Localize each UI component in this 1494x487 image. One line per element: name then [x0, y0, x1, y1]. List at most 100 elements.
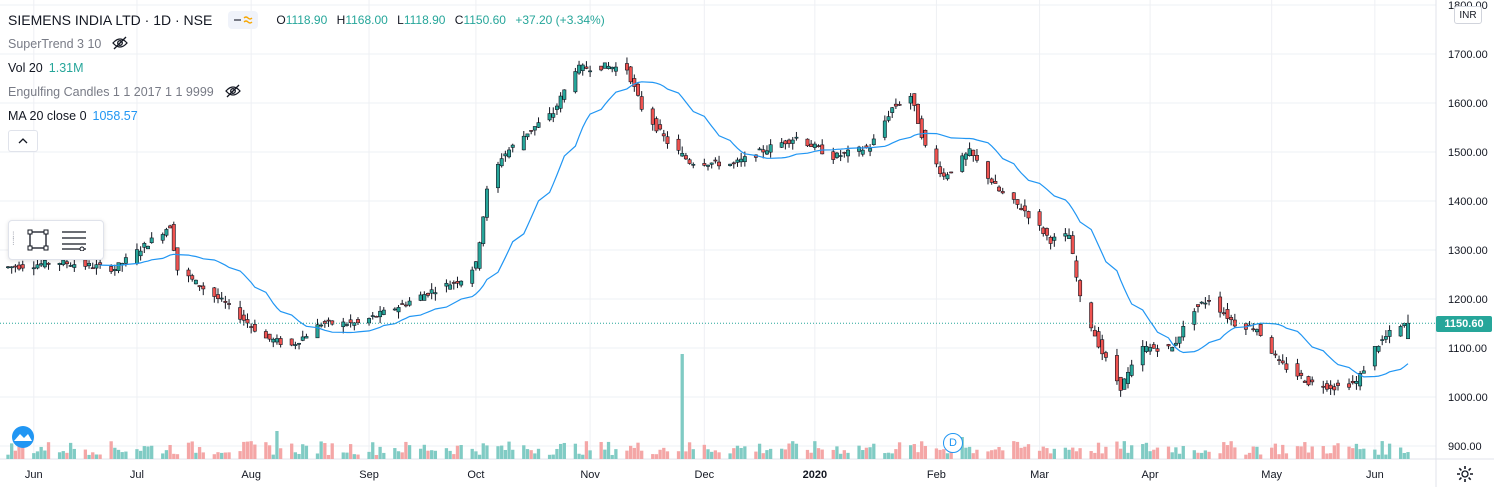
volume-bar: [433, 450, 438, 459]
volume-bar: [474, 451, 478, 459]
eye-off-icon[interactable]: [111, 36, 129, 53]
y-tick-label: 1000.00: [1448, 392, 1488, 404]
volume-bar: [964, 447, 968, 459]
symbol-title[interactable]: SIEMENS INDIA LTD · 1D · NSE: [8, 12, 213, 28]
volume-bar: [175, 454, 180, 459]
candle-body: [613, 66, 618, 72]
volume-bar: [87, 454, 91, 459]
candle-body: [1269, 337, 1274, 354]
candle-body: [949, 171, 954, 174]
symbol-row: SIEMENS INDIA LTD · 1D · NSE O1118.90 H1…: [8, 8, 611, 32]
candle-body: [650, 108, 655, 125]
candle-body: [138, 250, 143, 257]
volume-bar: [706, 449, 710, 459]
collapse-legend-button[interactable]: [8, 130, 38, 152]
volume-bar: [1041, 446, 1045, 459]
engulfing-row[interactable]: Engulfing Candles 1 1 2017 1 1 9999: [8, 80, 611, 104]
candle-body: [1166, 344, 1171, 347]
volume-bar: [330, 443, 334, 459]
volume-bar: [710, 451, 714, 459]
volume-bar: [1012, 441, 1016, 459]
volume-bar: [455, 445, 460, 459]
high-label: H: [336, 13, 346, 27]
supertrend-row[interactable]: SuperTrend 3 10: [8, 32, 611, 56]
volume-bar: [382, 452, 386, 459]
volume-bar: [820, 449, 824, 459]
volume-bar: [1258, 454, 1263, 459]
volume-bar: [684, 451, 688, 459]
volume-label: Vol 20: [8, 61, 43, 75]
tradingview-logo-icon[interactable]: [8, 426, 38, 448]
volume-bar: [1347, 446, 1351, 459]
candle-body: [249, 326, 254, 328]
candle-body: [779, 142, 784, 148]
candle-body: [1122, 378, 1127, 390]
candle-body: [1026, 211, 1031, 219]
settings-gear-icon[interactable]: [1456, 465, 1474, 483]
volume-bar: [934, 448, 939, 459]
volume-bar: [68, 442, 73, 459]
y-tick-label: 1300.00: [1448, 245, 1488, 257]
minus-wave-icon: [234, 16, 253, 24]
volume-bar: [923, 445, 928, 459]
volume-bar: [846, 452, 850, 459]
rectangle-tool-button[interactable]: [20, 224, 56, 256]
volume-bar: [1067, 449, 1071, 459]
candle-body: [35, 264, 40, 269]
volume-bar: [868, 447, 872, 459]
candle-body: [938, 166, 943, 175]
currency-label[interactable]: INR: [1454, 6, 1482, 24]
volume-bar: [220, 452, 224, 459]
drag-handle-icon[interactable]: ⁞ ⁞: [12, 231, 15, 248]
volume-bar: [1144, 442, 1149, 459]
volume-bar: [662, 447, 666, 459]
volume-bar: [1207, 451, 1211, 459]
eye-off-icon[interactable]: [224, 84, 242, 101]
candle-body: [809, 143, 814, 148]
candle-body: [890, 107, 895, 113]
volume-row[interactable]: Vol 20 1.31M: [8, 56, 611, 80]
volume-bar: [142, 446, 146, 459]
volume-bar: [1203, 450, 1208, 459]
candle-body: [1295, 363, 1300, 377]
candle-body: [683, 155, 688, 160]
candle-body: [451, 282, 456, 284]
volume-bar: [533, 453, 537, 459]
candle-body: [142, 243, 147, 248]
drawing-toolbar[interactable]: ⁞ ⁞: [8, 220, 104, 260]
candle-body: [326, 319, 331, 322]
candle-body: [245, 319, 250, 324]
volume-bar: [507, 441, 511, 459]
candle-body: [636, 83, 640, 96]
volume-bar: [10, 443, 14, 459]
candle-body: [632, 78, 637, 87]
lines-tool-button[interactable]: [56, 224, 92, 256]
candle-body: [418, 294, 423, 301]
volume-bar: [1118, 448, 1123, 459]
candle-body: [731, 162, 736, 165]
volume-bar: [603, 449, 607, 459]
volume-bar: [393, 448, 397, 459]
volume-bar: [1174, 447, 1178, 459]
volume-bar: [245, 441, 250, 459]
candle-body: [396, 307, 401, 313]
volume-bar: [43, 450, 47, 459]
volume-bar: [1362, 448, 1366, 459]
candle-body: [728, 163, 733, 166]
dividend-marker[interactable]: D: [943, 433, 963, 453]
candle-body: [1277, 359, 1282, 361]
candle-body: [860, 149, 865, 155]
candle-body: [289, 338, 294, 346]
symbol-options-button[interactable]: [228, 11, 259, 29]
volume-bar: [13, 450, 18, 459]
volume-bar: [1200, 452, 1204, 459]
candle-body: [1199, 301, 1204, 304]
ma-row[interactable]: MA 20 close 0 1058.57: [8, 104, 611, 128]
candle-body: [963, 153, 968, 160]
volume-bar: [897, 442, 902, 459]
candle-body: [197, 285, 202, 288]
candle-body: [109, 266, 114, 272]
volume-bar: [345, 452, 349, 459]
candle-body: [164, 229, 169, 236]
